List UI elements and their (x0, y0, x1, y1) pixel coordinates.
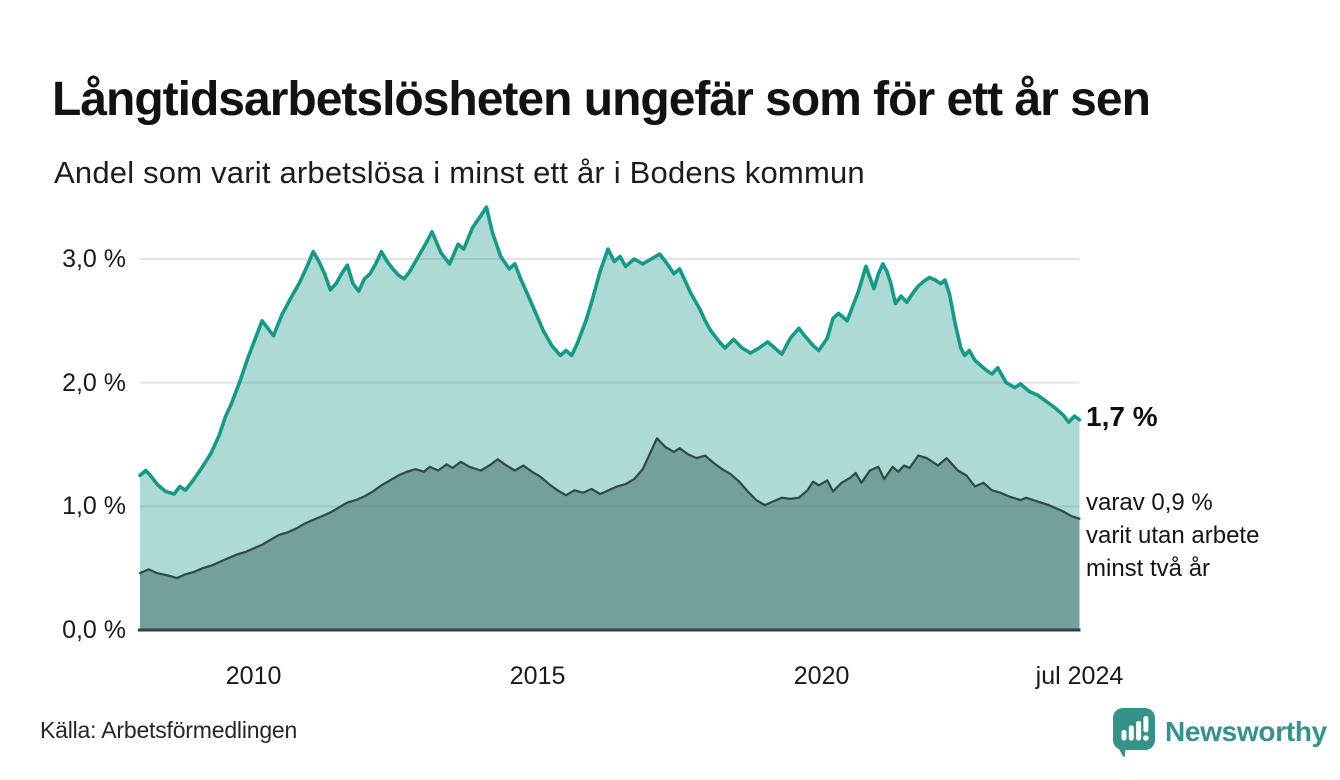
x-tick-0: 2010 (225, 662, 282, 690)
page-subtitle: Andel som varit arbetslösa i minst ett å… (54, 155, 865, 190)
x-tick-3: jul 2024 (1035, 662, 1124, 690)
y-tick-3: 0,0 % (62, 616, 126, 644)
secondary-note-line: varav 0,9 % (1086, 489, 1213, 516)
y-tick-0: 3,0 % (62, 244, 126, 273)
brand-name: Newsworthy (1165, 716, 1327, 747)
source-note: Källa: Arbetsförmedlingen (40, 717, 298, 743)
speech-bubble-bar-chart-icon (1113, 708, 1155, 757)
newsworthy-logo[interactable]: Newsworthy (1112, 706, 1327, 758)
x-tick-2: 2020 (793, 662, 850, 690)
x-tick-1: 2015 (509, 662, 566, 690)
secondary-note: varav 0,9 % varit utan arbete minst två … (1086, 486, 1336, 585)
line-two-years (138, 437, 1081, 580)
y-tick-2: 1,0 % (62, 492, 126, 521)
page-title: Långtidsarbetslösheten ungefär som för e… (52, 73, 1151, 127)
secondary-note-line: varit utan arbete (1086, 522, 1260, 549)
y-tick-1: 2,0 % (62, 368, 126, 397)
area-two-years (140, 438, 1080, 630)
latest-value-label: 1,7 % (1086, 400, 1158, 432)
line-one-year (138, 205, 1082, 496)
secondary-note-line: minst två år (1086, 555, 1211, 582)
